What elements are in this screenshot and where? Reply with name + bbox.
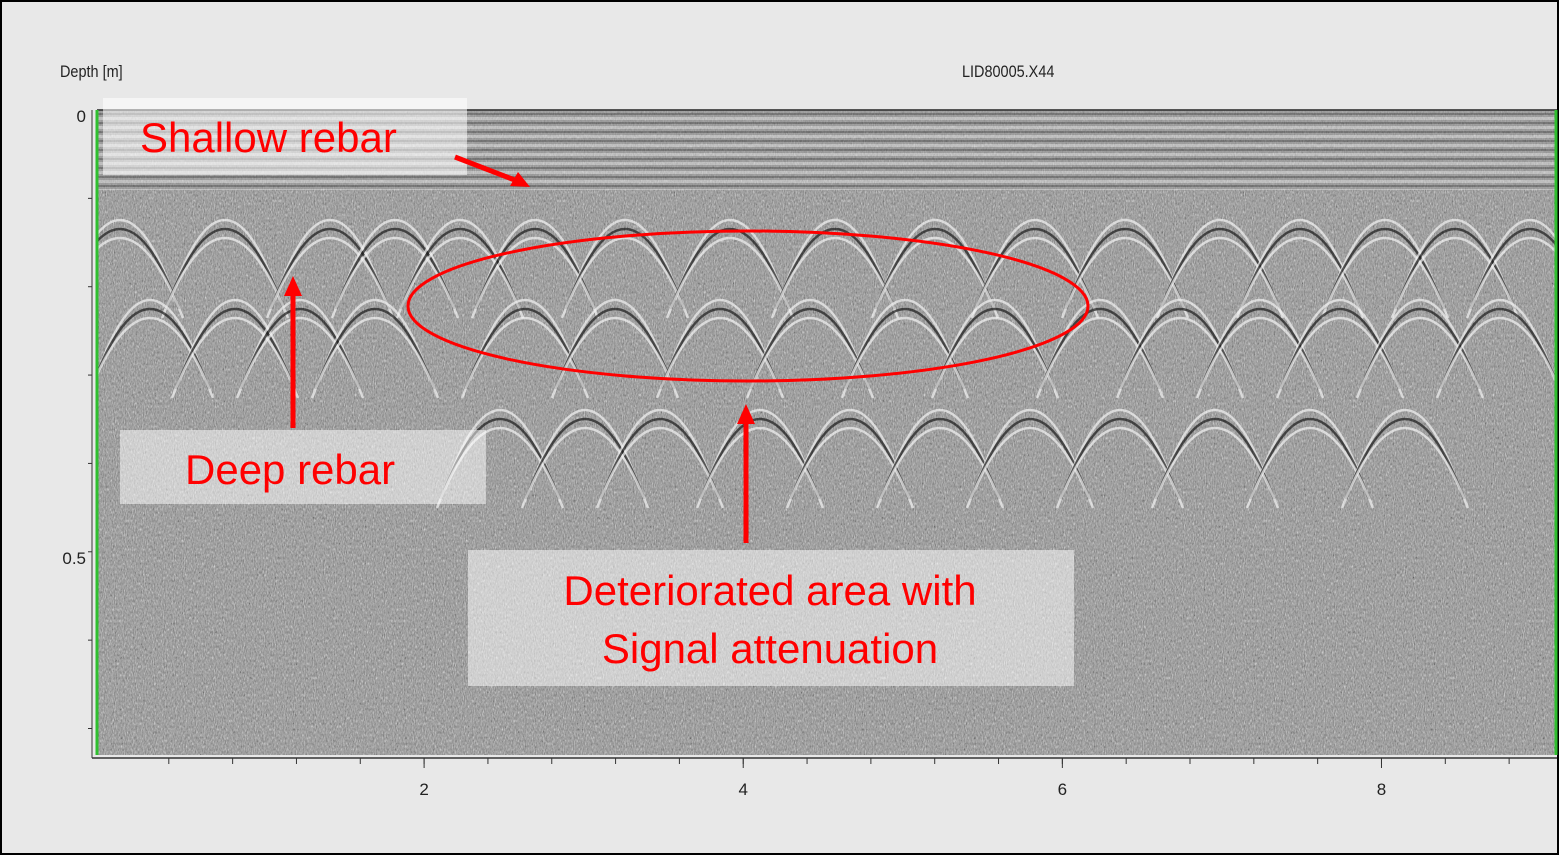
deep-rebar-label: Deep rebar (185, 446, 395, 493)
x-tick-label: 4 (738, 780, 747, 799)
deteriorated-area-label-line1: Deteriorated area with (563, 567, 976, 614)
shallow-rebar-arrow (454, 154, 521, 185)
deep-rebar-box (120, 430, 486, 504)
x-tick-label: 8 (1377, 780, 1386, 799)
rebar-reflections (97, 219, 1557, 509)
deteriorated-area-label-line2: Signal attenuation (602, 625, 938, 672)
deteriorated-area-box (468, 550, 1074, 686)
y-axis-ticks: 00.5 (62, 107, 92, 729)
x-axis-ticks: 2 4 6 8 (168, 758, 1510, 799)
shallow-rebar-box (103, 98, 467, 175)
y-axis-label: Depth [m] (60, 62, 123, 81)
y-tick-label: 0 (77, 107, 86, 126)
shallow-rebar-label: Shallow rebar (140, 114, 397, 161)
file-title: LID80005.X44 (962, 62, 1055, 81)
y-tick-label: 0.5 (62, 549, 86, 568)
x-tick-label: 2 (419, 780, 428, 799)
x-tick-label: 6 (1058, 780, 1067, 799)
deteriorated-area-ellipse (406, 229, 1090, 383)
